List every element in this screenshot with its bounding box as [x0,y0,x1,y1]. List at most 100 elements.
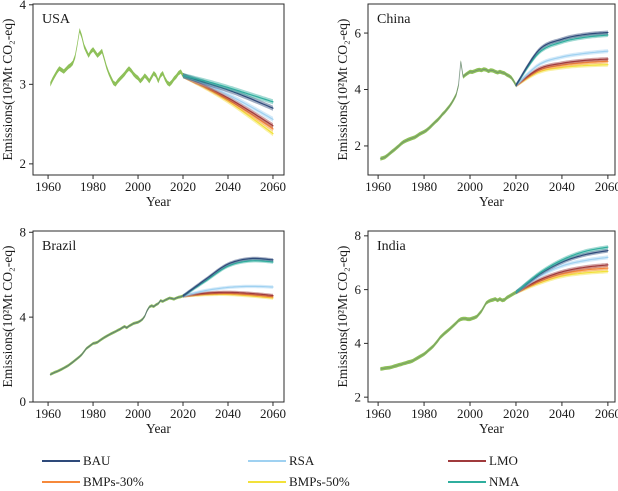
historical-band [380,290,516,371]
y-tick-label: 0 [20,394,27,409]
x-tick-label: 2040 [215,406,241,421]
bau-line [182,257,274,297]
y-tick-label: 4 [20,0,27,12]
x-tick-label: 2020 [503,179,529,194]
x-tick-label: 1980 [411,406,437,421]
bmps30-band [183,73,273,132]
rsa-band [516,255,608,295]
bmps30-line [515,267,609,293]
nma-band [516,33,608,88]
x-tick-label: 2000 [125,406,151,421]
y-tick-label: 4 [355,336,362,351]
x-tick-label: 2060 [595,406,618,421]
plot-frame [367,230,616,403]
plot-frame [367,3,616,176]
historical-band [380,59,516,161]
x-tick-label: 1960 [35,406,61,421]
historical-line [49,295,184,375]
bmps30-line [515,60,609,86]
nma-band [516,245,608,295]
legend-item-bmps50: BMPs-50% [248,474,350,490]
lmo-band [183,73,273,129]
legend-item-bmps30: BMPs-30% [42,474,144,490]
x-tick-label: 2000 [125,179,151,194]
legend-label: BAU [83,453,111,468]
x-tick-label: 2040 [549,179,575,194]
bmps50-line [515,64,609,86]
x-tick-label: 2020 [170,406,196,421]
y-axis-label: Emissions(10²Mt CO₂-eq) [335,19,350,161]
x-tick-label: 2020 [503,406,529,421]
y-tick-label: 6 [355,282,362,297]
y-tick-label: 8 [20,224,27,239]
historical-band [50,28,183,87]
x-tick-label: 2000 [457,406,483,421]
x-tick-label: 1980 [80,406,106,421]
y-tick-label: 4 [20,309,27,324]
lmo-band [183,290,273,298]
lmo-line-swatch [448,460,486,462]
rsa-line [515,50,609,86]
legend-label: LMO [489,453,518,468]
brazil-chart: 1960 1980 2000 2020 2040 2060 0 4 8 Brazil Year Emi… [0,224,286,436]
x-tick-label: 2060 [260,406,286,421]
plot-frame [32,230,285,403]
chart-title: India [377,239,407,254]
historical-line [379,291,517,370]
y-tick-label: 8 [355,228,362,243]
y-tick-label: 4 [355,82,362,97]
bau-line [182,74,274,109]
x-tick-label: 1960 [365,406,391,421]
chart-title: USA [42,12,71,27]
bmps50-line-swatch [248,481,286,483]
x-axis-label: Year [479,194,504,209]
x-tick-label: 2060 [260,179,286,194]
x-axis-label: Year [146,421,171,436]
chart-title: Brazil [42,239,76,254]
x-tick-label: 2000 [457,179,483,194]
x-axis-label: Year [146,194,171,209]
bau-line-swatch [42,460,80,462]
china-chart: 1960 1980 2000 2020 2040 2060 2 4 6 China Year Emis… [335,3,618,209]
chart-title: China [377,12,411,27]
nma-line [182,260,274,297]
legend-item-lmo: LMO [448,453,518,469]
usa-chart: 1960 1980 2000 2020 2040 2060 2 3 4 USA Year Emissi… [0,0,286,209]
bau-line [515,250,609,293]
x-tick-label: 1980 [80,179,106,194]
x-tick-label: 1960 [35,179,61,194]
bau-band [183,256,273,298]
y-tick-label: 2 [355,389,362,404]
legend-item-bau: BAU [42,453,110,469]
legend-item-rsa: RSA [248,453,314,469]
y-axis-label: Emissions(10²Mt CO₂-eq) [0,19,15,161]
rsa-band [183,284,273,298]
charts-grid: 1960 1980 2000 2020 2040 2060 2 3 4 USA Year Emissi… [0,0,618,436]
bau-line [515,31,609,86]
rsa-line-swatch [248,460,286,462]
historical-line [379,61,517,160]
legend-label: BMPs-50% [289,474,350,489]
bmps50-line [515,270,609,293]
lmo-line [515,58,609,86]
y-tick-label: 6 [355,25,362,40]
nma-line [182,74,274,103]
bmps50-band [183,73,273,137]
legend-label: BMPs-30% [83,474,144,489]
rsa-band [183,73,273,122]
nma-line-swatch [448,481,486,483]
bmps30-line-swatch [42,481,80,483]
x-axis-label: Year [479,421,504,436]
y-tick-label: 2 [20,156,27,171]
x-tick-label: 2040 [549,406,575,421]
x-tick-label: 1980 [411,179,437,194]
bau-band [516,248,608,295]
legend-label: RSA [289,453,315,468]
rsa-line [182,74,274,120]
x-tick-label: 2060 [595,179,618,194]
lmo-line [182,74,274,127]
x-tick-label: 1960 [365,179,391,194]
y-axis-label: Emissions(10²Mt CO₂-eq) [335,246,350,388]
plot-frame [32,3,285,176]
